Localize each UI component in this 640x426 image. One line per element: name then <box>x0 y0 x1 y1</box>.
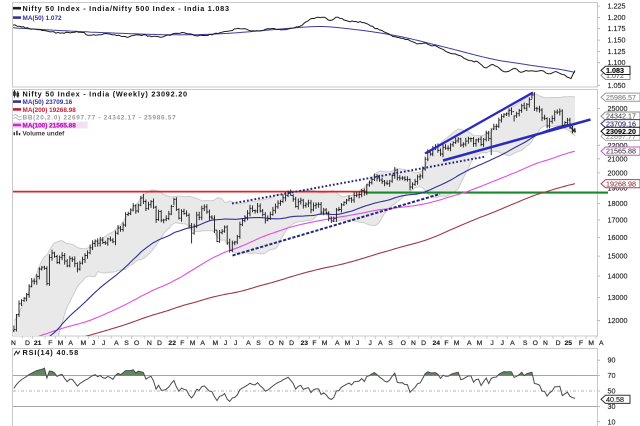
svg-text:S: S <box>124 340 129 347</box>
svg-text:D: D <box>421 340 426 347</box>
svg-text:21000: 21000 <box>608 154 628 163</box>
svg-text:J: J <box>234 340 237 347</box>
svg-text:S: S <box>256 340 261 347</box>
svg-text:21: 21 <box>34 340 42 347</box>
svg-text:19268.98: 19268.98 <box>606 179 636 188</box>
svg-text:D: D <box>157 340 162 347</box>
svg-text:A: A <box>114 340 119 347</box>
svg-text:A: A <box>200 340 205 347</box>
svg-text:Volume undef: Volume undef <box>23 130 66 137</box>
svg-text:F: F <box>579 340 583 347</box>
svg-text:O: O <box>269 340 274 347</box>
svg-text:A: A <box>378 340 383 347</box>
svg-text:10: 10 <box>608 417 616 426</box>
svg-text:F: F <box>444 340 448 347</box>
svg-text:RSI(14) 40.58: RSI(14) 40.58 <box>23 348 79 357</box>
svg-text:D: D <box>25 340 30 347</box>
svg-text:25986.57: 25986.57 <box>606 93 636 102</box>
svg-text:S: S <box>523 340 528 347</box>
svg-text:F: F <box>48 340 52 347</box>
svg-text:16000: 16000 <box>608 233 628 242</box>
svg-text:D: D <box>556 340 561 347</box>
svg-text:23092.20: 23092.20 <box>606 127 636 136</box>
svg-text:A: A <box>599 340 604 347</box>
svg-text:F: F <box>312 340 316 347</box>
svg-text:A: A <box>246 340 251 347</box>
svg-text:J: J <box>224 340 227 347</box>
svg-text:M: M <box>190 340 196 347</box>
svg-text:MA(100) 21565.88: MA(100) 21565.88 <box>23 123 77 130</box>
svg-text:12000: 12000 <box>608 316 628 325</box>
svg-text:22000: 22000 <box>608 141 628 150</box>
svg-text:J: J <box>369 340 372 347</box>
svg-text:90: 90 <box>608 356 616 365</box>
svg-text:25: 25 <box>565 340 573 347</box>
svg-text:14000: 14000 <box>608 272 628 281</box>
svg-text:D: D <box>289 340 294 347</box>
svg-text:18000: 18000 <box>608 199 628 208</box>
svg-text:J: J <box>501 340 504 347</box>
svg-text:F: F <box>180 340 184 347</box>
svg-text:17000: 17000 <box>608 215 628 224</box>
svg-text:N: N <box>279 340 284 347</box>
svg-text:M: M <box>81 340 87 347</box>
svg-text:N: N <box>411 340 416 347</box>
svg-text:M: M <box>213 340 219 347</box>
svg-text:1.072: 1.072 <box>606 71 624 80</box>
svg-text:M: M <box>322 340 328 347</box>
svg-text:22: 22 <box>168 340 176 347</box>
svg-text:20000: 20000 <box>608 168 628 177</box>
svg-text:M: M <box>477 340 483 347</box>
svg-text:A: A <box>335 340 340 347</box>
svg-text:70: 70 <box>608 371 616 380</box>
svg-text:1.050: 1.050 <box>608 81 626 90</box>
svg-text:1.225: 1.225 <box>608 2 626 11</box>
svg-text:A: A <box>68 340 73 347</box>
svg-text:N: N <box>11 340 16 347</box>
svg-text:1.100: 1.100 <box>608 58 626 67</box>
svg-text:J: J <box>490 340 493 347</box>
svg-text:M: M <box>454 340 460 347</box>
svg-text:1.125: 1.125 <box>608 47 626 56</box>
svg-text:24342.17: 24342.17 <box>606 112 636 121</box>
svg-text:1.150: 1.150 <box>608 36 626 45</box>
svg-text:24: 24 <box>432 340 440 347</box>
svg-text:1.200: 1.200 <box>608 13 626 22</box>
svg-text:22697.77: 22697.77 <box>606 132 636 141</box>
svg-text:Nifty 50 Index - India/Nifty 5: Nifty 50 Index - India/Nifty 500 Index -… <box>23 4 230 13</box>
svg-text:23709.16: 23709.16 <box>606 119 636 128</box>
svg-text:S: S <box>388 340 393 347</box>
svg-text:Nifty 50 Index - India (Weekly: Nifty 50 Index - India (Weekly) 23092.20 <box>23 89 188 98</box>
svg-text:J: J <box>356 340 359 347</box>
svg-text:O: O <box>134 340 139 347</box>
svg-text:J: J <box>102 340 105 347</box>
svg-text:MA(50) 23709.16: MA(50) 23709.16 <box>23 99 73 106</box>
svg-text:N: N <box>147 340 152 347</box>
svg-text:N: N <box>543 340 548 347</box>
svg-text:23: 23 <box>300 340 308 347</box>
svg-text:1.175: 1.175 <box>608 24 626 33</box>
svg-text:50: 50 <box>608 387 616 396</box>
svg-text:A: A <box>467 340 472 347</box>
svg-text:M: M <box>58 340 64 347</box>
svg-text:21565.88: 21565.88 <box>606 147 636 156</box>
svg-text:A: A <box>510 340 515 347</box>
svg-text:O: O <box>401 340 406 347</box>
svg-text:1.083: 1.083 <box>606 66 624 75</box>
svg-text:25000: 25000 <box>608 104 628 113</box>
svg-text:40.58: 40.58 <box>606 395 624 404</box>
svg-text:13000: 13000 <box>608 293 628 302</box>
svg-text:15000: 15000 <box>608 252 628 261</box>
svg-text:BB(20,2.0) 22697.77 - 24342.17: BB(20,2.0) 22697.77 - 24342.17 - 25986.5… <box>23 115 177 122</box>
svg-text:M: M <box>345 340 351 347</box>
svg-text:J: J <box>92 340 95 347</box>
svg-text:MA(200) 19268.98: MA(200) 19268.98 <box>23 107 77 114</box>
svg-text:O: O <box>533 340 538 347</box>
svg-text:30: 30 <box>608 402 616 411</box>
svg-text:M: M <box>588 340 594 347</box>
svg-text:MA(50) 1.072: MA(50) 1.072 <box>23 15 63 22</box>
